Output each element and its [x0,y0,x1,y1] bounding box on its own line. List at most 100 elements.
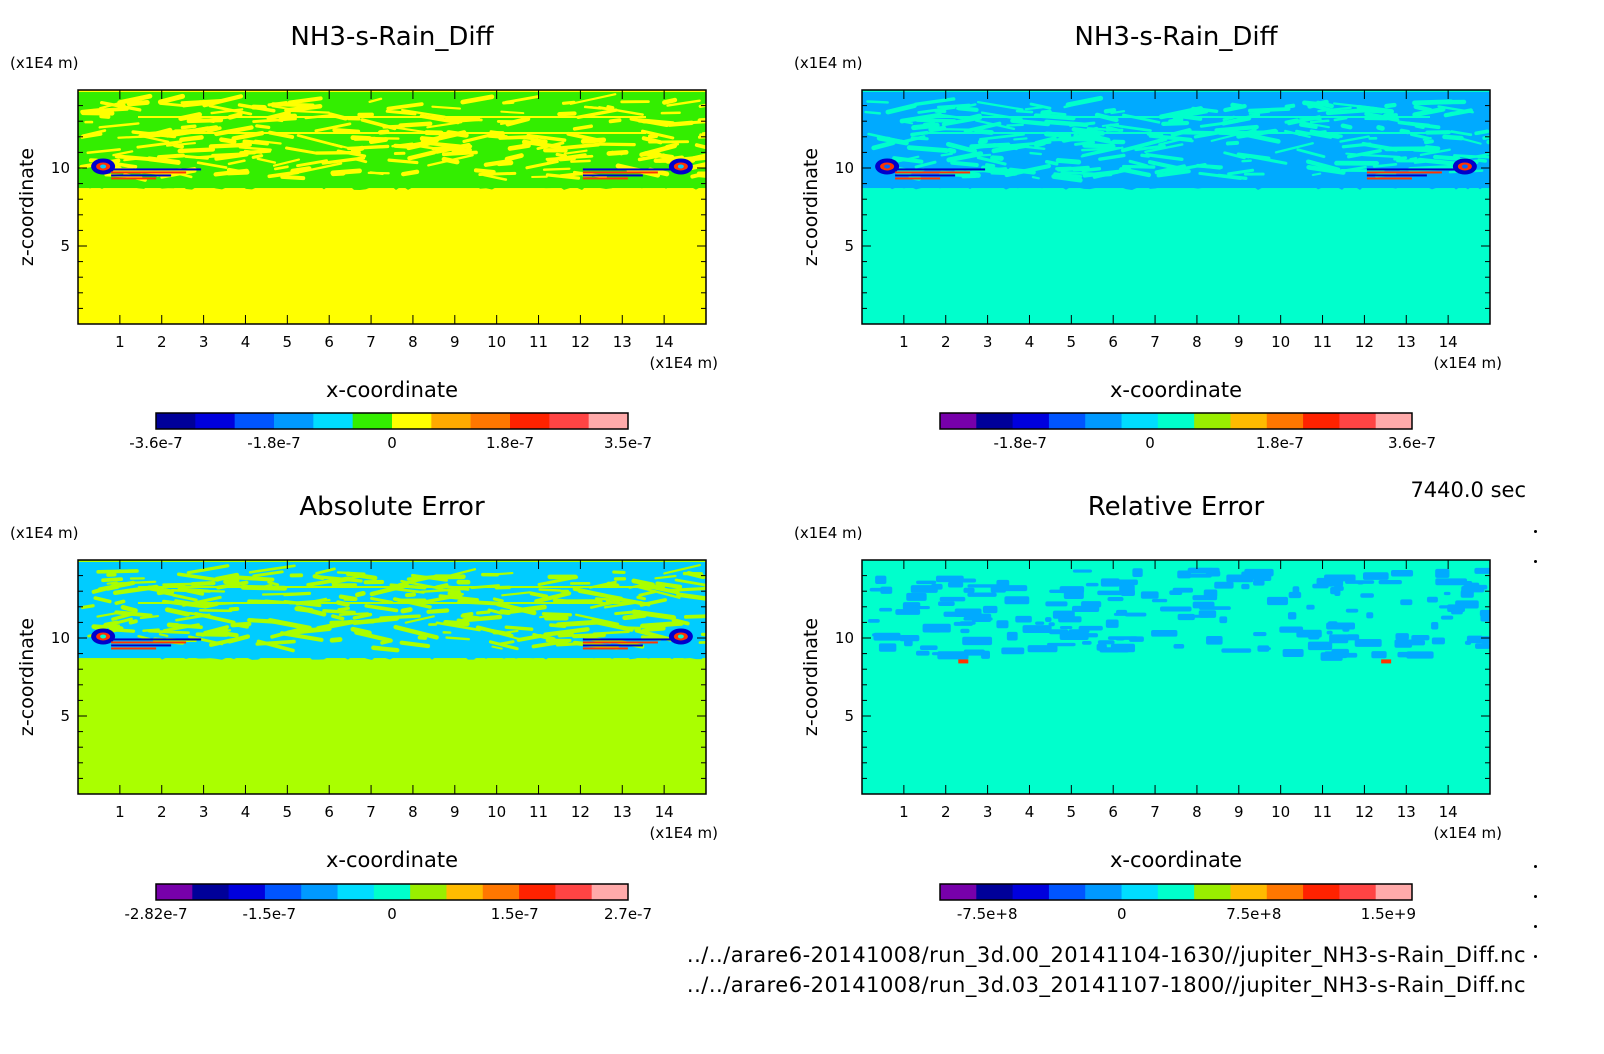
band-streak [219,631,239,638]
band-streak [393,624,439,640]
plot-frame [861,559,1491,795]
band-streak [660,111,681,115]
colorbar-swatch [1085,413,1123,429]
band-line [138,586,646,588]
band-streak [641,622,680,632]
band-streak [227,159,246,166]
band-streak [1485,612,1490,616]
x-tick-label: 1 [115,333,125,351]
band-streak [1459,152,1490,161]
band-streak [412,642,427,648]
band-streak [371,645,400,653]
band-streak [434,142,471,154]
band-streak [906,592,927,601]
band-streak [910,136,929,141]
x-tick-label: 14 [655,803,674,821]
band-streak [261,592,308,596]
band-streak [367,171,390,175]
band-streak [157,93,186,105]
x-tick-label: 4 [241,333,251,351]
band-streak [1010,118,1051,127]
colorbar-swatch [555,884,593,900]
band-streak [1072,569,1093,573]
band-streak [1424,139,1434,145]
band-streak [867,618,880,623]
band-streak [526,133,567,142]
vortex-streak [1366,174,1427,177]
vortex-streak [111,168,202,171]
x-tick-label: 13 [1397,333,1416,351]
band-streak [352,612,373,620]
band-streak [1306,159,1341,172]
band-streak [162,599,206,609]
band-streak [1287,612,1297,620]
band-streak [1065,95,1104,108]
band-streak [1311,172,1322,176]
band-streak [1412,106,1446,118]
band-streak [1422,137,1432,141]
colorbar-swatch [940,413,977,429]
band-streak [393,151,406,156]
band-streak [704,135,706,147]
band-streak [136,140,183,149]
band-streak [291,109,330,114]
chart-panel-1: 1 2 3 4 5 6 7 8 9 10 11 12 13 14510NH3-s-Rain_Diff(x1… [10,22,718,452]
y-axis-label: z-coordinate [800,148,822,266]
band-streak [1145,153,1184,161]
band-streak [368,97,383,104]
band-streak [447,591,463,598]
band-streak [940,152,954,157]
band-edge [78,178,706,191]
band-streak [1029,151,1043,156]
band-streak [866,100,889,104]
band-streak [314,122,352,133]
band-streak [1187,110,1199,116]
band-streak [946,151,984,163]
band-streak [1406,651,1434,659]
band-streak [1419,148,1451,157]
x-axis-label: x-coordinate [326,848,458,872]
band-streak [1140,153,1151,158]
band-streak [157,153,185,160]
colorbar-swatch [1375,413,1413,429]
band-streak [96,569,139,574]
x-tick-label: 8 [1192,333,1202,351]
band-streak [1333,586,1344,591]
band-streak [1192,595,1218,601]
stray-dot [1534,865,1537,868]
colorbar-swatch [1339,413,1377,429]
band-streak [697,174,706,180]
band-streak [522,139,547,147]
band-streak [1480,614,1490,622]
band-streak [1109,123,1152,132]
band-streak [1080,633,1099,638]
band-streak [1100,578,1120,587]
band-streak [1340,123,1353,130]
colorbar-swatch [264,884,302,900]
band-streak [939,596,966,602]
colorbar-swatch [510,413,550,429]
band-streak [525,159,559,170]
x-tick-label: 14 [655,333,674,351]
band-streak [963,587,975,593]
band-streak [106,585,120,591]
vortex-eye [1461,164,1468,169]
band-streak [1051,174,1083,183]
band-streak [462,131,500,144]
band-streak [431,105,462,110]
contour-field [862,560,1490,794]
band-streak [545,173,581,180]
field-background [862,560,1490,794]
band-streak [162,582,197,587]
band-streak [188,611,214,618]
band-streak [502,100,515,105]
band-streak [1425,130,1451,135]
band-streak [1081,601,1102,608]
band-streak [1440,615,1454,620]
band-streak [642,120,673,126]
band-streak [931,652,949,656]
band-streak [1132,568,1143,578]
band-streak [869,587,891,592]
band-streak [1241,583,1250,590]
band-streak [271,105,301,112]
